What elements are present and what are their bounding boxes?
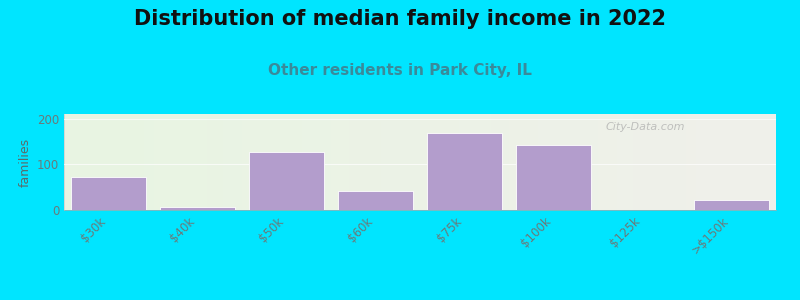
Bar [160, 207, 235, 210]
Bar [516, 145, 591, 210]
Bar [338, 191, 414, 210]
Bar [70, 177, 146, 210]
Text: City-Data.com: City-Data.com [605, 122, 685, 132]
Y-axis label: families: families [18, 137, 31, 187]
Bar [426, 133, 502, 210]
Text: Distribution of median family income in 2022: Distribution of median family income in … [134, 9, 666, 29]
Bar [694, 200, 770, 210]
Text: Other residents in Park City, IL: Other residents in Park City, IL [268, 63, 532, 78]
Bar [249, 152, 324, 210]
